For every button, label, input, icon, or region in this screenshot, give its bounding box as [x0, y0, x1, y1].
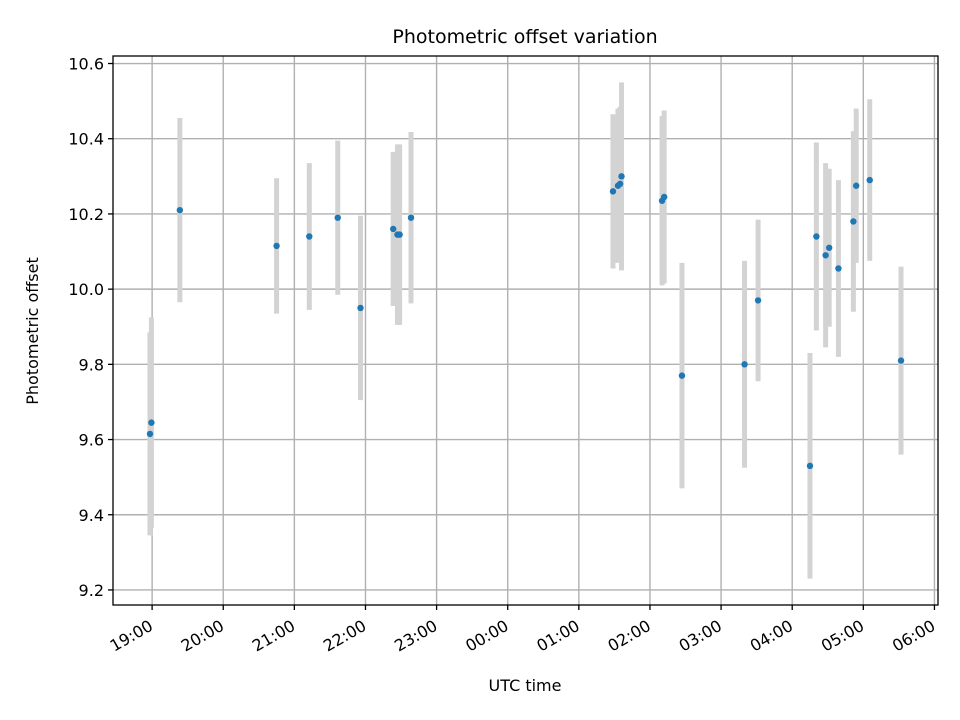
x-tick-label: 00:00 — [462, 616, 511, 656]
data-point — [273, 242, 280, 250]
error-bars — [147, 82, 904, 579]
data-point — [678, 372, 686, 379]
grid — [113, 56, 938, 605]
x-tick-label: 20:00 — [178, 616, 227, 656]
x-tick-label: 04:00 — [747, 616, 796, 656]
x-tick-label: 01:00 — [533, 616, 582, 656]
y-tick-label: 10.6 — [68, 55, 104, 74]
x-axis-title: UTC time — [489, 676, 562, 695]
x-tick-label: 22:00 — [320, 616, 369, 656]
x-tick-label: 23:00 — [391, 616, 440, 656]
y-tick-label: 10.2 — [68, 205, 104, 224]
data-point — [616, 180, 624, 188]
y-tick-label: 9.8 — [79, 355, 104, 374]
data-point — [813, 233, 820, 240]
data-point — [407, 214, 415, 221]
data-point — [853, 182, 860, 189]
x-tick-label: 21:00 — [249, 616, 298, 656]
y-tick-label: 10.4 — [68, 130, 104, 149]
data-point — [897, 357, 905, 364]
data-point — [850, 218, 857, 225]
chart-title: Photometric offset variation — [392, 26, 657, 48]
data-point — [741, 361, 748, 368]
data-point — [176, 206, 184, 214]
data-point — [806, 462, 814, 470]
data-point — [866, 176, 873, 184]
data-point — [306, 233, 313, 240]
y-tick-label: 9.2 — [79, 581, 104, 600]
x-axis-ticks: 19:00 20:00 21:00 22:00 23:00 00:00 01:00 02:00… — [107, 605, 938, 656]
data-point — [334, 214, 341, 221]
data-point — [835, 265, 842, 272]
x-tick-label: 06:00 — [889, 616, 938, 656]
data-point — [609, 188, 617, 195]
data-point — [390, 225, 397, 233]
y-tick-label: 10.0 — [68, 280, 104, 299]
y-tick-label: 9.6 — [79, 431, 104, 450]
y-tick-label: 9.4 — [79, 506, 104, 525]
data-point — [822, 252, 829, 259]
plot-frame — [112, 55, 939, 606]
y-axis-title: Photometric offset — [23, 257, 42, 405]
data-point — [825, 244, 833, 251]
data-point — [754, 297, 762, 304]
x-tick-label: 03:00 — [676, 616, 725, 656]
x-tick-label: 19:00 — [107, 616, 156, 656]
data-points — [146, 173, 905, 470]
data-point — [357, 304, 364, 312]
data-point — [660, 193, 668, 201]
data-point — [618, 173, 625, 180]
x-tick-label: 05:00 — [818, 616, 867, 656]
y-axis-ticks: 9.2 9.4 9.6 9.8 10.0 10.2 10.4 10.6 — [68, 55, 113, 600]
data-point — [396, 231, 403, 238]
x-tick-label: 02:00 — [605, 616, 654, 656]
data-point — [148, 419, 155, 426]
data-point — [146, 430, 154, 438]
